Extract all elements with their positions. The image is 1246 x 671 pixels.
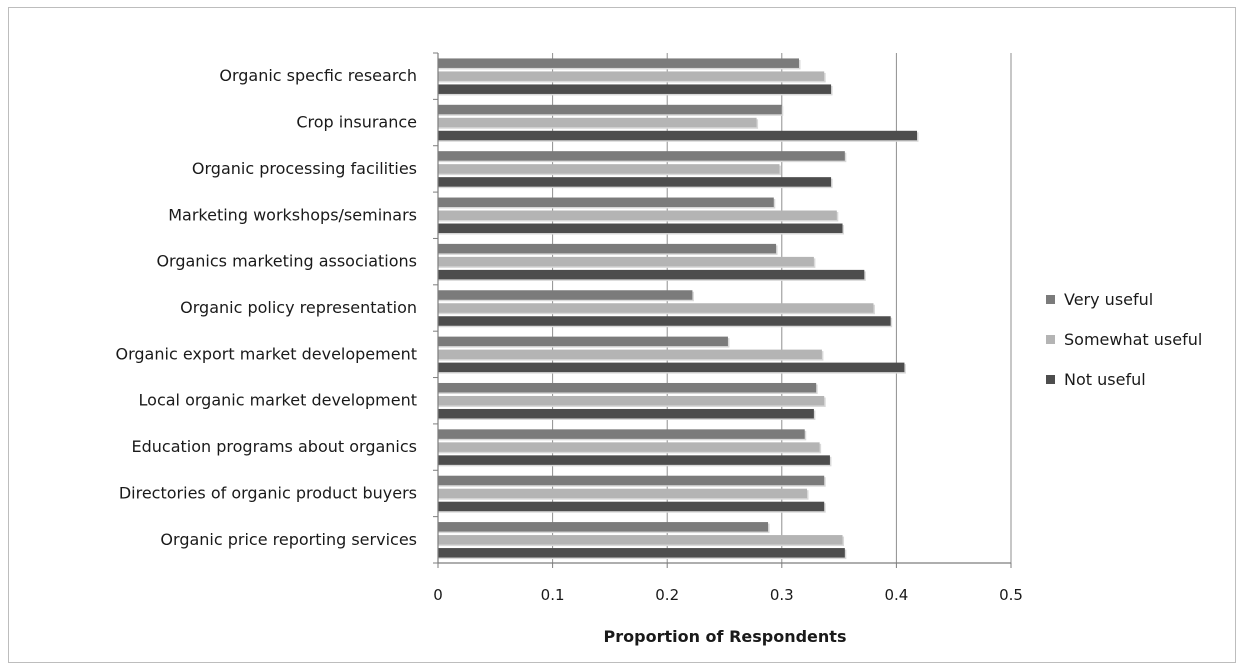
category-label: Organic specfic research — [219, 66, 417, 85]
legend-swatch — [1046, 335, 1055, 344]
bar — [438, 243, 777, 254]
bar — [438, 197, 774, 208]
legend-swatch — [1046, 295, 1055, 304]
category-label: Organic processing facilities — [192, 159, 417, 178]
category-label: Organics marketing associations — [156, 252, 417, 271]
legend-swatch — [1046, 375, 1055, 384]
category-labels: Organic specfic research Crop insurance Or… — [116, 66, 418, 549]
bar — [438, 336, 728, 347]
bar — [438, 362, 905, 373]
bar — [438, 522, 769, 532]
bar — [438, 290, 693, 300]
legend: Very useful Somewhat useful Not useful — [1046, 290, 1202, 389]
bar — [438, 223, 843, 234]
bar — [438, 429, 805, 439]
bar — [438, 177, 832, 187]
category-label: Organic price reporting services — [160, 530, 417, 549]
x-tick-label: 0.2 — [655, 586, 679, 604]
category-label: Organic export market developement — [116, 344, 418, 363]
bar — [438, 84, 832, 94]
bar — [438, 535, 843, 545]
axes — [433, 52, 1012, 568]
bar — [438, 501, 825, 512]
bar — [438, 117, 757, 128]
bar — [438, 349, 822, 360]
x-tick-label: 0.3 — [770, 586, 794, 604]
x-tick-label: 0.1 — [541, 586, 565, 604]
bar — [438, 303, 874, 313]
bar — [438, 408, 814, 419]
bar — [438, 104, 782, 115]
bar — [438, 130, 918, 141]
x-tick-labels: 0 0.1 0.2 0.3 0.4 0.5 — [433, 586, 1023, 604]
bar — [438, 395, 825, 406]
bar — [438, 58, 799, 68]
bar — [438, 382, 817, 393]
bar — [438, 71, 825, 81]
bar — [438, 316, 891, 326]
category-label: Education programs about organics — [132, 437, 417, 456]
bar — [438, 488, 808, 499]
bar — [438, 151, 845, 161]
bar — [438, 455, 830, 465]
legend-label: Somewhat useful — [1064, 330, 1202, 349]
bars — [438, 58, 919, 560]
x-tick-label: 0.5 — [999, 586, 1023, 604]
legend-label: Very useful — [1064, 290, 1153, 309]
bar — [438, 256, 814, 267]
bar — [438, 164, 780, 174]
category-label: Local organic market development — [139, 391, 417, 410]
category-label: Marketing workshops/seminars — [168, 205, 417, 224]
bar — [438, 475, 825, 486]
x-tick-label: 0 — [433, 586, 443, 604]
category-label: Crop insurance — [296, 113, 417, 132]
bar — [438, 548, 845, 558]
bar — [438, 442, 820, 452]
bar — [438, 269, 865, 280]
category-label: Organic policy representation — [180, 298, 417, 317]
bar — [438, 210, 837, 221]
category-label: Directories of organic product buyers — [119, 483, 417, 502]
x-tick-label: 0.4 — [884, 586, 908, 604]
x-axis-title: Proportion of Respondents — [604, 627, 847, 646]
legend-label: Not useful — [1064, 370, 1146, 389]
